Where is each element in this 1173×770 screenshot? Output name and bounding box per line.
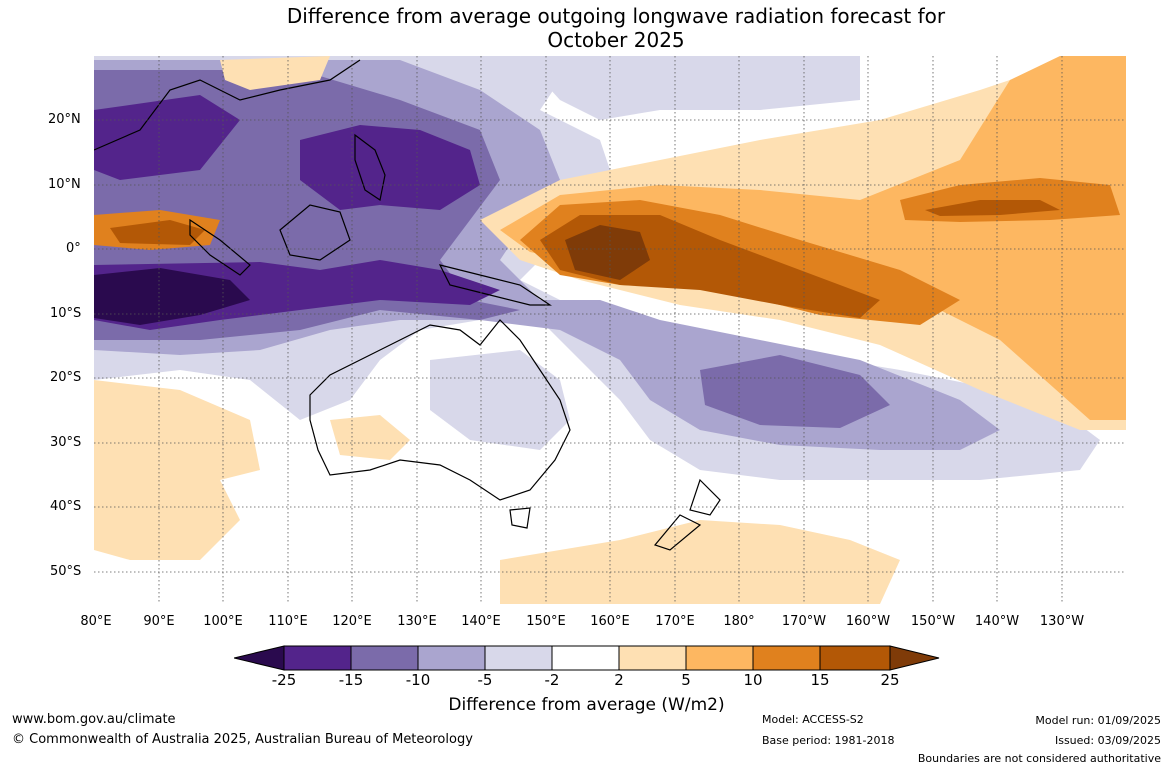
- anomaly-pos15-indian-ocean: [110, 220, 205, 245]
- colorbar-tick-label: 2: [614, 671, 624, 689]
- new-guinea-outline: [438, 264, 552, 306]
- colorbar-tick-label: 25: [880, 671, 900, 689]
- new-zealand-north-outline: [689, 478, 721, 516]
- base-period-text: Base period: 1981-2018: [762, 734, 895, 747]
- colorbar-tick-label: -10: [405, 671, 431, 689]
- colorbar-segment: [283, 645, 352, 671]
- anomaly-pos2-north: [220, 56, 330, 90]
- anomaly-neg15-philippine-sea: [300, 125, 480, 210]
- lat-label: 20°N: [48, 112, 81, 127]
- anomaly-pos5-band: [500, 56, 1126, 420]
- colorbar-tick-label: -25: [271, 671, 297, 689]
- philippines-outline: [354, 133, 386, 201]
- colorbar-tick-label: -2: [544, 671, 560, 689]
- lon-label: 170°E: [655, 614, 695, 629]
- anomaly-neg2-australia: [430, 350, 570, 450]
- anomaly-fields: [94, 56, 1126, 604]
- anomaly-pos25-core: [565, 225, 650, 280]
- colorbar-segment: [752, 645, 821, 671]
- lon-label: 140°E: [461, 614, 501, 629]
- new-zealand-south-outline: [653, 514, 702, 551]
- model-run-text: Model run: 01/09/2025: [1035, 714, 1161, 727]
- borneo-outline: [279, 204, 351, 261]
- lat-label: 10°S: [50, 306, 82, 321]
- sumatra-outline: [189, 218, 251, 276]
- lat-label: 30°S: [50, 435, 82, 450]
- colorbar-segment: [484, 645, 553, 671]
- anomaly-neg15-region: [94, 95, 240, 180]
- colorbar-tick-label: 10: [743, 671, 763, 689]
- lat-label: 10°N: [48, 177, 81, 192]
- map-title-line1: Difference from average outgoing longwav…: [286, 4, 946, 28]
- lat-label: 50°S: [50, 564, 82, 579]
- lon-label: 180°: [723, 614, 755, 629]
- australia-outline: [309, 319, 571, 501]
- colorbar-extend-high: [889, 645, 940, 671]
- colorbar-segment: [350, 645, 419, 671]
- lon-label: 100°E: [203, 614, 243, 629]
- lat-label: 40°S: [50, 499, 82, 514]
- colorbar-segment: [618, 645, 687, 671]
- colorbar-extend-low: [234, 645, 285, 671]
- coastlines: [94, 59, 721, 551]
- lon-label: 160°E: [590, 614, 630, 629]
- colorbar-label: Difference from average (W/m2): [448, 695, 725, 715]
- lon-label: 150°E: [526, 614, 566, 629]
- colorbar: [234, 645, 940, 671]
- anomaly-pos2-southern: [94, 380, 260, 560]
- lon-label: 130°W: [1039, 614, 1085, 629]
- colorbar-segment: [685, 645, 754, 671]
- colorbar-tick-label: 15: [810, 671, 830, 689]
- map-title-line2: October 2025: [547, 28, 685, 52]
- map-title: Difference from average outgoing longwav…: [0, 4, 1173, 52]
- colorbar-segment: [819, 645, 891, 671]
- lon-label: 140°W: [974, 614, 1020, 629]
- website-text: www.bom.gov.au/climate: [12, 712, 176, 727]
- lon-label: 130°E: [397, 614, 437, 629]
- colorbar-segment: [551, 645, 620, 671]
- lat-label: 0°: [66, 241, 81, 256]
- colorbar-tick-label: -5: [477, 671, 493, 689]
- anomaly-map: [94, 56, 1126, 604]
- lon-label: 160°W: [845, 614, 891, 629]
- asia-coast-outline: [94, 59, 361, 151]
- copyright-text: © Commonwealth of Australia 2025, Austra…: [12, 732, 473, 747]
- colorbar-tick-label: -15: [338, 671, 364, 689]
- lon-label: 150°W: [910, 614, 956, 629]
- anomaly-neg2-north-band: [520, 56, 860, 120]
- model-text: Model: ACCESS-S2: [762, 713, 864, 726]
- lon-label: 90°E: [143, 614, 175, 629]
- anomaly-pos15-east: [925, 200, 1060, 216]
- lon-label: 170°W: [781, 614, 827, 629]
- map-panel: [94, 56, 1126, 604]
- anomaly-neg10-south-pacific: [700, 355, 890, 428]
- lat-label: 20°S: [50, 370, 82, 385]
- colorbar-segment: [417, 645, 486, 671]
- issued-text: Issued: 03/09/2025: [1054, 734, 1161, 747]
- tasmania-outline: [509, 507, 531, 529]
- anomaly-neg25-region: [94, 268, 250, 325]
- anomaly-pos2-south-pacific: [500, 520, 900, 604]
- lon-label: 120°E: [332, 614, 372, 629]
- disclaimer-text: Boundaries are not considered authoritat…: [917, 752, 1161, 765]
- anomaly-pos2-australia: [330, 415, 410, 460]
- lon-label: 80°E: [80, 614, 112, 629]
- graticule: [94, 56, 1126, 604]
- lon-label: 110°E: [268, 614, 308, 629]
- colorbar-tick-label: 5: [681, 671, 691, 689]
